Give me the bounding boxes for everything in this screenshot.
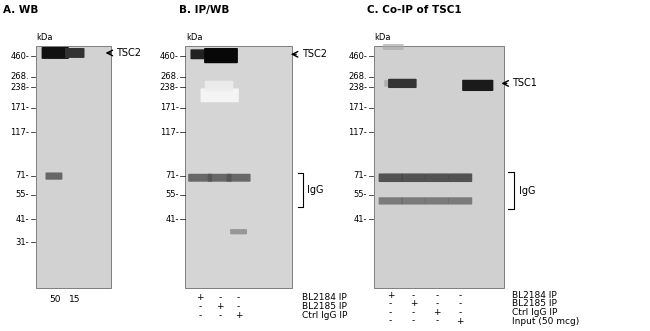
Text: +: +: [387, 291, 395, 300]
Text: -: -: [436, 291, 438, 300]
Text: Ctrl IgG IP: Ctrl IgG IP: [302, 311, 347, 320]
Text: BL2185 IP: BL2185 IP: [302, 302, 346, 311]
FancyBboxPatch shape: [204, 48, 238, 63]
FancyBboxPatch shape: [65, 48, 84, 58]
Text: 41-: 41-: [16, 214, 29, 224]
Text: -: -: [412, 316, 415, 326]
Text: 238-: 238-: [348, 83, 367, 92]
Text: -: -: [218, 293, 221, 303]
Text: 171-: 171-: [10, 104, 29, 113]
Text: 268.: 268.: [10, 72, 29, 81]
Text: 268.: 268.: [348, 72, 367, 81]
Text: B. IP/WB: B. IP/WB: [179, 5, 229, 15]
FancyBboxPatch shape: [425, 197, 449, 205]
FancyBboxPatch shape: [226, 174, 250, 182]
Text: -: -: [459, 308, 462, 317]
FancyBboxPatch shape: [230, 229, 247, 234]
FancyBboxPatch shape: [448, 197, 472, 205]
FancyBboxPatch shape: [200, 88, 239, 102]
Text: -: -: [412, 308, 415, 317]
Text: -: -: [459, 291, 462, 300]
Text: 171-: 171-: [348, 104, 367, 113]
FancyBboxPatch shape: [46, 172, 62, 180]
FancyBboxPatch shape: [448, 173, 472, 182]
Text: 268.: 268.: [160, 72, 179, 81]
Text: IgG: IgG: [307, 185, 323, 195]
Text: -: -: [389, 316, 392, 326]
Text: +: +: [216, 302, 224, 311]
Bar: [185, 46, 292, 288]
Text: 15: 15: [69, 295, 81, 304]
FancyBboxPatch shape: [188, 174, 212, 182]
Text: +: +: [456, 316, 464, 326]
Text: 55-: 55-: [16, 190, 29, 200]
Text: TSC1: TSC1: [512, 78, 537, 88]
Text: -: -: [436, 316, 438, 326]
Text: +: +: [433, 308, 441, 317]
FancyBboxPatch shape: [208, 174, 232, 182]
Text: -: -: [199, 311, 202, 320]
Text: C. Co-IP of TSC1: C. Co-IP of TSC1: [367, 5, 462, 15]
Text: -: -: [459, 299, 462, 308]
Text: 238-: 238-: [10, 83, 29, 92]
Text: -: -: [389, 299, 392, 308]
Bar: [36, 46, 111, 288]
FancyBboxPatch shape: [402, 173, 426, 182]
Text: 41-: 41-: [165, 214, 179, 224]
Text: +: +: [196, 293, 204, 303]
FancyBboxPatch shape: [388, 79, 417, 88]
Text: 117-: 117-: [160, 128, 179, 137]
Text: 71-: 71-: [16, 171, 29, 180]
Text: Ctrl IgG IP: Ctrl IgG IP: [512, 308, 558, 317]
Text: 55-: 55-: [165, 190, 179, 200]
FancyBboxPatch shape: [205, 81, 233, 91]
Text: -: -: [237, 293, 240, 303]
Text: 41-: 41-: [354, 214, 367, 224]
Text: -: -: [389, 308, 392, 317]
Text: 460-: 460-: [348, 52, 367, 61]
Text: 117-: 117-: [348, 128, 367, 137]
Text: 460-: 460-: [160, 52, 179, 61]
Text: BL2184 IP: BL2184 IP: [302, 293, 346, 303]
Bar: [374, 46, 504, 288]
Text: A. WB: A. WB: [3, 5, 38, 15]
Text: 55-: 55-: [354, 190, 367, 200]
Text: kDa: kDa: [374, 33, 391, 42]
Text: IgG: IgG: [519, 186, 535, 196]
FancyBboxPatch shape: [378, 173, 403, 182]
Text: 460-: 460-: [10, 52, 29, 61]
Text: 71-: 71-: [165, 171, 179, 180]
Text: -: -: [199, 302, 202, 311]
Text: 71-: 71-: [354, 171, 367, 180]
Text: 238-: 238-: [160, 83, 179, 92]
Text: +: +: [410, 299, 417, 308]
Text: -: -: [412, 291, 415, 300]
Text: BL2184 IP: BL2184 IP: [512, 291, 557, 300]
Text: 31-: 31-: [16, 238, 29, 247]
FancyBboxPatch shape: [384, 80, 397, 87]
Text: 117-: 117-: [10, 128, 29, 137]
Text: 171-: 171-: [160, 104, 179, 113]
Text: -: -: [237, 302, 240, 311]
FancyBboxPatch shape: [378, 197, 403, 205]
Text: Input (50 mcg): Input (50 mcg): [512, 316, 579, 326]
Text: TSC2: TSC2: [116, 48, 141, 58]
Text: -: -: [218, 311, 221, 320]
Text: TSC2: TSC2: [302, 49, 326, 59]
FancyBboxPatch shape: [190, 49, 213, 59]
Text: BL2185 IP: BL2185 IP: [512, 299, 557, 308]
Text: -: -: [436, 299, 438, 308]
Text: +: +: [235, 311, 242, 320]
Text: kDa: kDa: [36, 33, 53, 42]
FancyBboxPatch shape: [425, 173, 449, 182]
Text: kDa: kDa: [186, 33, 202, 42]
FancyBboxPatch shape: [42, 47, 69, 59]
FancyBboxPatch shape: [462, 80, 493, 91]
Text: 50: 50: [49, 295, 61, 304]
FancyBboxPatch shape: [383, 44, 404, 50]
FancyBboxPatch shape: [402, 197, 426, 205]
